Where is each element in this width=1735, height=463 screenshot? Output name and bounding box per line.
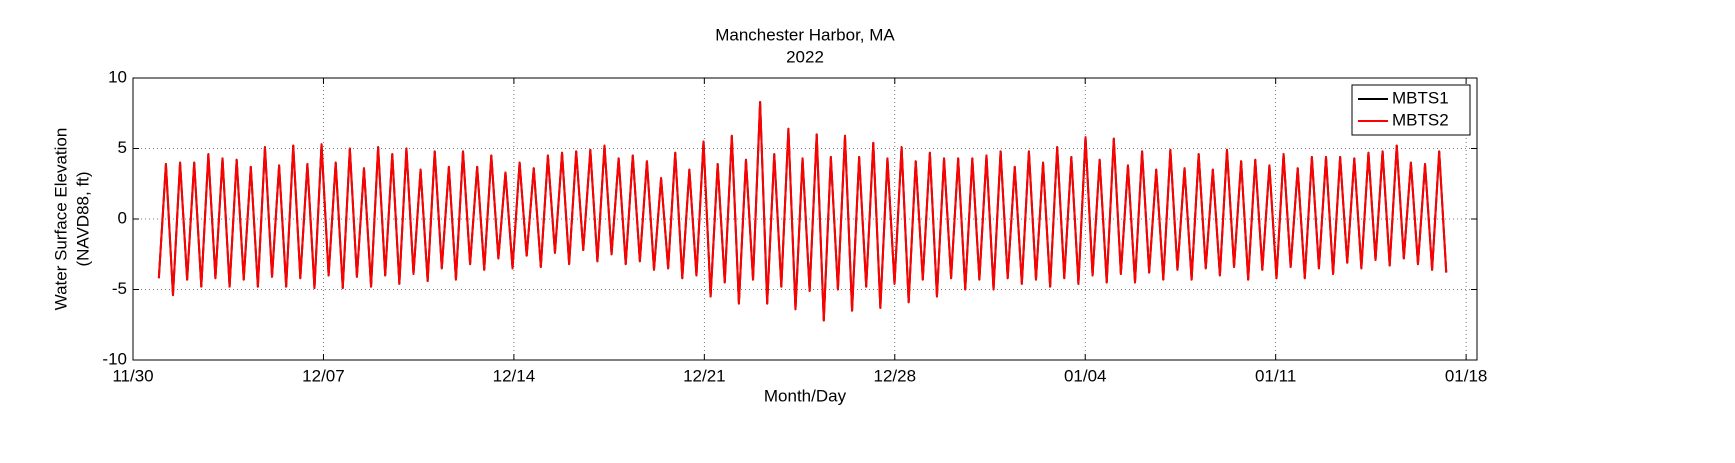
plot-frame [132,77,1478,361]
y-tick-label: 0 [118,208,127,227]
legend-label: MBTS2 [1392,110,1449,129]
legend: MBTS1 MBTS2 [1351,84,1471,136]
y-axis-label: Water Surface Elevation [51,128,70,311]
y-tick-label: 5 [118,138,127,157]
chart-subtitle: 2022 [786,47,824,66]
y-tick-label: 10 [108,67,127,86]
x-tick-label: 12/07 [302,366,345,385]
x-tick-label: 12/21 [683,366,726,385]
x-tick-label: 01/04 [1064,366,1107,385]
legend-box [1351,84,1471,136]
y-axis-label: (NAVD88, ft) [73,171,92,266]
y-tick-label: -10 [102,349,127,368]
legend-label: MBTS1 [1392,88,1449,107]
x-tick-label: 01/18 [1445,366,1488,385]
chart-title: Manchester Harbor, MA [715,25,895,44]
y-tick-label: -5 [112,279,127,298]
x-tick-label: 01/11 [1255,366,1296,385]
x-tick-label: 11/30 [112,366,153,385]
x-tick-label: 12/28 [874,366,917,385]
x-axis-label: Month/Day [764,386,847,405]
series-line [157,100,1448,322]
x-tick-label: 12/14 [493,366,536,385]
